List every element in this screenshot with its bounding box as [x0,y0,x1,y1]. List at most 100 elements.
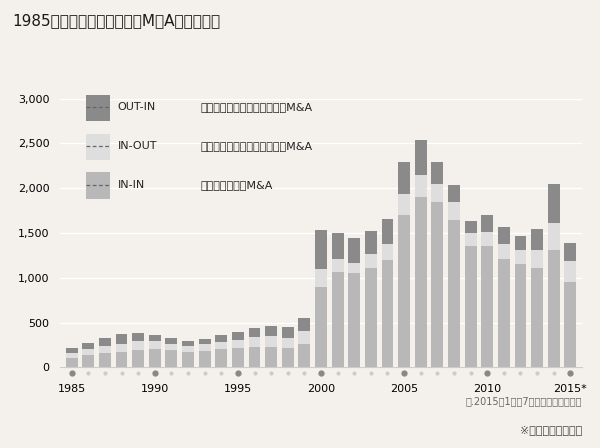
Text: 外国企業による日本企業へのM&A: 外国企業による日本企業へのM&A [201,102,313,112]
Bar [182,346,194,352]
Bar [515,250,526,264]
Bar [498,244,510,259]
Bar [415,140,427,175]
Bar [481,215,493,232]
Bar [99,346,111,353]
Bar [116,344,127,352]
Bar [199,351,211,367]
Bar [431,184,443,202]
Bar [382,219,394,244]
Bar [298,318,310,331]
Bar [481,246,493,367]
Bar [531,268,543,367]
Bar [548,250,560,367]
Bar [565,282,577,367]
Bar [166,350,178,367]
Text: ＊.2015年1月〜7月の調査結果です。: ＊.2015年1月〜7月の調査結果です。 [466,396,582,406]
Text: ※出所：レコフ調べ: ※出所：レコフ調べ [520,425,582,435]
Bar [215,335,227,342]
Bar [515,236,526,250]
Bar [365,254,377,268]
Text: 日本企業による外国企業へのM&A: 日本企業による外国企業へのM&A [201,141,313,151]
Bar [149,349,161,367]
Bar [548,184,560,223]
Bar [398,162,410,194]
Bar [149,335,161,341]
Bar [82,349,94,355]
Bar [149,341,161,349]
Bar [232,340,244,348]
Bar [548,223,560,250]
Bar [315,230,327,269]
Bar [531,229,543,250]
Bar [298,344,310,367]
Bar [565,261,577,282]
Bar [232,348,244,367]
Bar [431,162,443,184]
Bar [99,353,111,367]
Bar [116,352,127,367]
Bar [166,338,178,344]
Bar [565,243,577,261]
Text: 1985年以降のマーケット別M＆A件数の推移: 1985年以降のマーケット別M＆A件数の推移 [12,13,220,28]
Bar [448,220,460,367]
Bar [282,327,294,338]
Bar [315,287,327,367]
Bar [298,331,310,344]
Bar [248,347,260,367]
Bar [431,202,443,367]
Bar [248,328,260,337]
Bar [348,263,360,273]
Bar [348,238,360,263]
Bar [464,233,476,246]
Text: OUT-IN: OUT-IN [118,102,155,112]
Bar [65,353,77,358]
Bar [448,202,460,220]
Bar [498,227,510,244]
Bar [182,341,194,346]
Bar [282,348,294,367]
Bar [99,338,111,346]
Bar [132,333,144,341]
Bar [481,232,493,246]
Bar [365,231,377,254]
Bar [132,350,144,367]
Bar [531,250,543,268]
Bar [199,344,211,351]
Bar [382,244,394,260]
Bar [464,221,476,233]
Bar [248,337,260,347]
Bar [515,264,526,367]
Bar [415,197,427,367]
Bar [265,326,277,336]
Bar [332,233,344,259]
Bar [265,347,277,367]
Bar [398,194,410,215]
Bar [265,336,277,347]
FancyBboxPatch shape [86,134,110,160]
Text: IN-OUT: IN-OUT [118,141,157,151]
Bar [332,272,344,367]
Bar [132,341,144,350]
Bar [382,260,394,367]
Bar [215,342,227,349]
Bar [166,344,178,350]
Bar [82,355,94,367]
Bar [65,348,77,353]
Bar [232,332,244,340]
Bar [464,246,476,367]
Bar [65,358,77,367]
Bar [365,268,377,367]
Text: 日本企業同士のM&A: 日本企業同士のM&A [201,180,274,190]
Bar [82,343,94,349]
Bar [398,215,410,367]
Bar [498,259,510,367]
Bar [348,273,360,367]
Bar [215,349,227,367]
FancyBboxPatch shape [86,95,110,121]
Bar [182,352,194,367]
Bar [315,269,327,287]
Bar [332,259,344,272]
Bar [199,339,211,344]
FancyBboxPatch shape [86,172,110,199]
